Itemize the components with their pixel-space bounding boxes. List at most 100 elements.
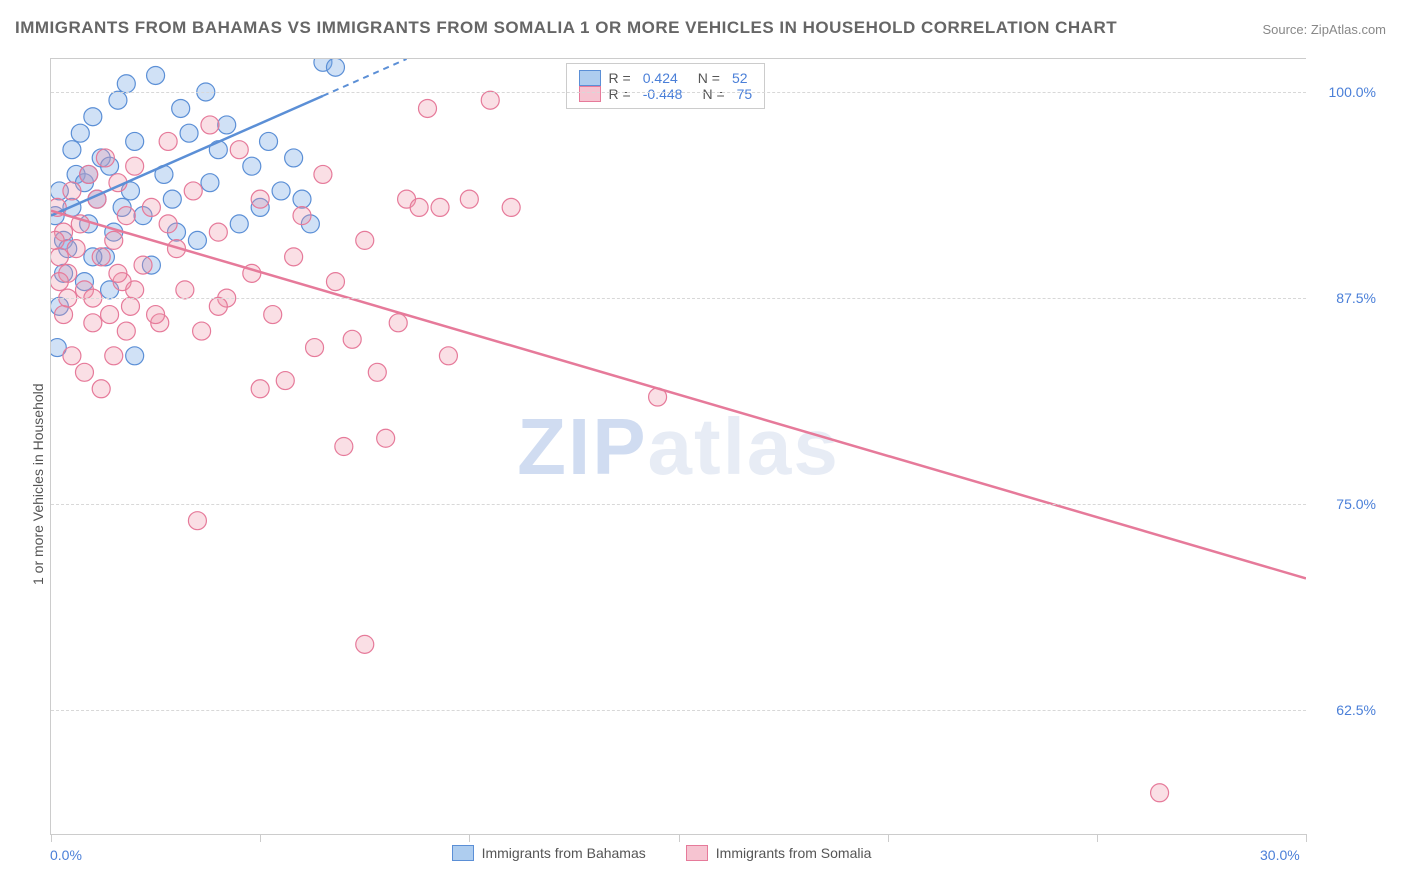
data-point <box>218 116 236 134</box>
n-label: N = <box>698 70 720 86</box>
data-point <box>109 91 127 109</box>
swatch-bahamas <box>579 70 601 86</box>
source-label: Source: ZipAtlas.com <box>1262 22 1386 37</box>
data-point <box>188 512 206 530</box>
data-point <box>251 190 269 208</box>
x-tick <box>888 834 889 842</box>
data-point <box>159 215 177 233</box>
data-point <box>176 281 194 299</box>
swatch-somalia <box>686 845 708 861</box>
data-point <box>431 198 449 216</box>
x-axis-max-label: 30.0% <box>1260 847 1300 863</box>
data-point <box>63 347 81 365</box>
data-point <box>209 297 227 315</box>
data-point <box>285 248 303 266</box>
data-point <box>55 306 73 324</box>
data-point <box>63 141 81 159</box>
swatch-bahamas <box>452 845 474 861</box>
data-point <box>147 306 165 324</box>
data-point <box>481 91 499 109</box>
data-point <box>121 297 139 315</box>
r-value-bahamas: 0.424 <box>643 70 678 86</box>
data-point <box>84 108 102 126</box>
data-point <box>272 182 290 200</box>
data-point <box>410 198 428 216</box>
n-value-bahamas: 52 <box>732 70 748 86</box>
data-point <box>172 99 190 117</box>
data-point <box>180 124 198 142</box>
n-value-somalia: 75 <box>737 86 753 102</box>
data-point <box>63 182 81 200</box>
chart-title: IMMIGRANTS FROM BAHAMAS VS IMMIGRANTS FR… <box>15 18 1117 38</box>
data-point <box>109 264 127 282</box>
correlation-legend: R = 0.424 N = 52 R = -0.448 N = 75 <box>566 63 766 109</box>
gridline <box>51 92 1306 93</box>
data-point <box>356 231 374 249</box>
swatch-somalia <box>579 86 601 102</box>
data-point <box>306 339 324 357</box>
data-point <box>377 429 395 447</box>
data-point <box>126 157 144 175</box>
x-tick <box>679 834 680 842</box>
data-point <box>326 273 344 291</box>
legend-row-somalia: R = -0.448 N = 75 <box>579 86 753 102</box>
data-point <box>230 141 248 159</box>
data-point <box>201 174 219 192</box>
data-point <box>67 240 85 258</box>
data-point <box>84 314 102 332</box>
data-point <box>142 198 160 216</box>
legend-item-somalia: Immigrants from Somalia <box>686 845 872 861</box>
legend-item-bahamas: Immigrants from Bahamas <box>452 845 646 861</box>
data-point <box>193 322 211 340</box>
y-tick-label: 100.0% <box>1316 84 1376 100</box>
data-point <box>117 75 135 93</box>
data-point <box>92 380 110 398</box>
data-point <box>293 190 311 208</box>
data-point <box>71 124 89 142</box>
data-point <box>264 306 282 324</box>
data-point <box>105 231 123 249</box>
x-tick <box>1306 834 1307 842</box>
data-point <box>260 132 278 150</box>
data-point <box>126 347 144 365</box>
gridline <box>51 504 1306 505</box>
gridline <box>51 710 1306 711</box>
data-point <box>184 182 202 200</box>
data-point <box>92 248 110 266</box>
gridline <box>51 298 1306 299</box>
data-point <box>159 132 177 150</box>
data-point <box>314 165 332 183</box>
data-point <box>126 132 144 150</box>
data-point <box>51 248 68 266</box>
data-point <box>101 306 119 324</box>
data-point <box>201 116 219 134</box>
x-tick <box>469 834 470 842</box>
data-point <box>343 330 361 348</box>
data-point <box>356 635 374 653</box>
data-point <box>134 256 152 274</box>
data-point <box>460 190 478 208</box>
data-point <box>368 363 386 381</box>
data-point <box>147 66 165 84</box>
y-tick-label: 87.5% <box>1316 290 1376 306</box>
data-point <box>285 149 303 167</box>
data-point <box>51 231 64 249</box>
data-point <box>243 157 261 175</box>
data-point <box>335 438 353 456</box>
x-tick <box>51 834 52 842</box>
data-point <box>126 281 144 299</box>
r-label: R = <box>609 70 631 86</box>
data-point <box>230 215 248 233</box>
r-value-somalia: -0.448 <box>643 86 683 102</box>
data-point <box>326 59 344 76</box>
data-point <box>51 273 68 291</box>
data-point <box>163 190 181 208</box>
data-point <box>209 223 227 241</box>
legend-label-bahamas: Immigrants from Bahamas <box>482 845 646 861</box>
trend-line <box>51 211 1306 579</box>
data-point <box>117 322 135 340</box>
y-tick-label: 75.0% <box>1316 496 1376 512</box>
chart-svg <box>51 59 1306 834</box>
plot-area: ZIPatlas R = 0.424 N = 52 R = -0.448 N =… <box>50 58 1306 835</box>
data-point <box>293 207 311 225</box>
